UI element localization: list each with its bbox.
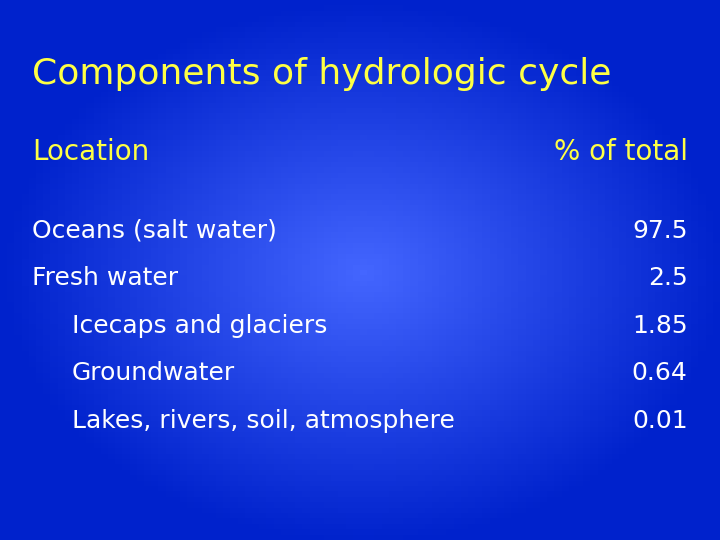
Text: Oceans (salt water): Oceans (salt water)	[32, 219, 277, 242]
Text: % of total: % of total	[554, 138, 688, 166]
Text: Icecaps and glaciers: Icecaps and glaciers	[72, 314, 328, 338]
Text: 97.5: 97.5	[632, 219, 688, 242]
Text: Components of hydrologic cycle: Components of hydrologic cycle	[32, 57, 612, 91]
Text: Location: Location	[32, 138, 150, 166]
Text: Groundwater: Groundwater	[72, 361, 235, 385]
Text: 2.5: 2.5	[648, 266, 688, 290]
Text: 1.85: 1.85	[632, 314, 688, 338]
Text: 0.64: 0.64	[631, 361, 688, 385]
Text: Lakes, rivers, soil, atmosphere: Lakes, rivers, soil, atmosphere	[72, 409, 455, 433]
Text: 0.01: 0.01	[632, 409, 688, 433]
Text: Fresh water: Fresh water	[32, 266, 179, 290]
